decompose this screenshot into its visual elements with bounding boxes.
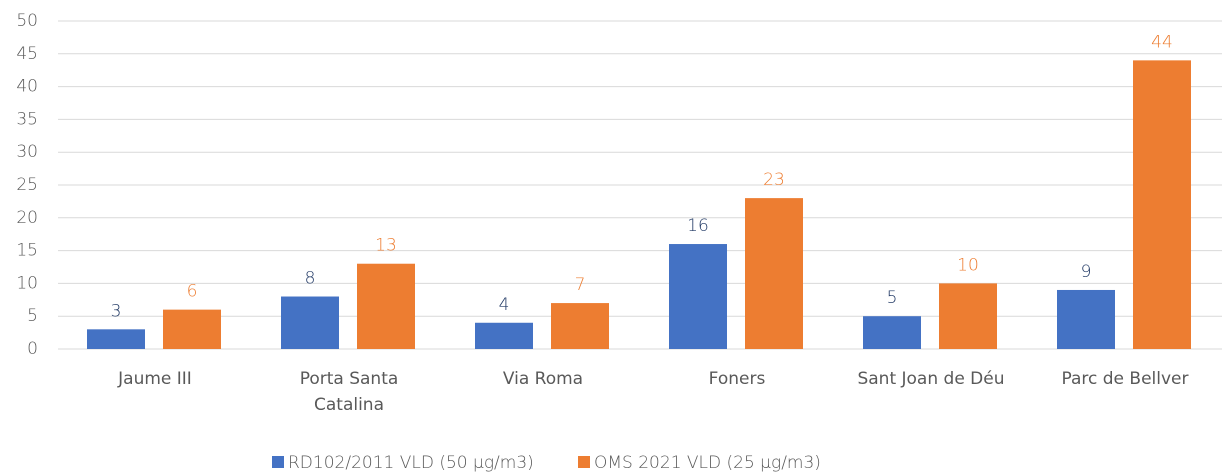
bar: [551, 303, 609, 349]
y-tick-label: 45: [16, 44, 38, 64]
data-label: 44: [1151, 32, 1173, 52]
legend-label: OMS 2021 VLD (25 µg/m3): [594, 453, 821, 473]
data-label: 5: [887, 288, 898, 308]
bar: [87, 329, 145, 349]
y-tick-label: 20: [16, 208, 38, 228]
data-label: 16: [687, 216, 709, 236]
data-label: 8: [305, 269, 316, 289]
data-label: 13: [375, 236, 397, 256]
bar: [1133, 60, 1191, 350]
bar: [163, 309, 221, 349]
bar: [745, 198, 803, 349]
y-tick-label: 35: [16, 109, 38, 129]
data-label: 23: [763, 170, 785, 190]
bar: [475, 322, 533, 349]
bar: [357, 263, 415, 349]
bar: [669, 244, 727, 349]
x-tick-label: Parc de Bellver: [1061, 369, 1189, 389]
y-tick-label: 50: [16, 11, 38, 31]
bar: [281, 296, 339, 349]
legend-swatch: [272, 456, 284, 468]
x-tick-label: Foners: [708, 369, 766, 389]
data-label: 4: [499, 295, 510, 315]
bar: [863, 316, 921, 349]
bar: [1057, 289, 1115, 349]
y-tick-label: 5: [27, 306, 38, 326]
data-label: 10: [957, 255, 979, 275]
data-label: 9: [1081, 262, 1092, 282]
y-tick-label: 10: [16, 273, 38, 293]
legend-swatch: [578, 456, 590, 468]
y-tick-label: 30: [16, 142, 38, 162]
x-tick-label: Via Roma: [502, 369, 584, 389]
bar: [939, 283, 997, 349]
data-label: 3: [111, 301, 122, 321]
legend-label: RD102/2011 VLD (50 µg/m3): [288, 453, 534, 473]
x-tick-label: Sant Joan de Déu: [857, 369, 1005, 389]
x-tick-label: Porta Santa Catalina: [299, 369, 399, 415]
y-tick-label: 15: [16, 241, 38, 261]
y-tick-label: 40: [16, 77, 38, 97]
y-tick-label: 0: [27, 339, 38, 359]
y-tick-label: 25: [16, 175, 38, 195]
data-label: 7: [575, 275, 586, 295]
x-tick-label: Jaume III: [118, 369, 192, 389]
data-label: 6: [187, 282, 198, 302]
